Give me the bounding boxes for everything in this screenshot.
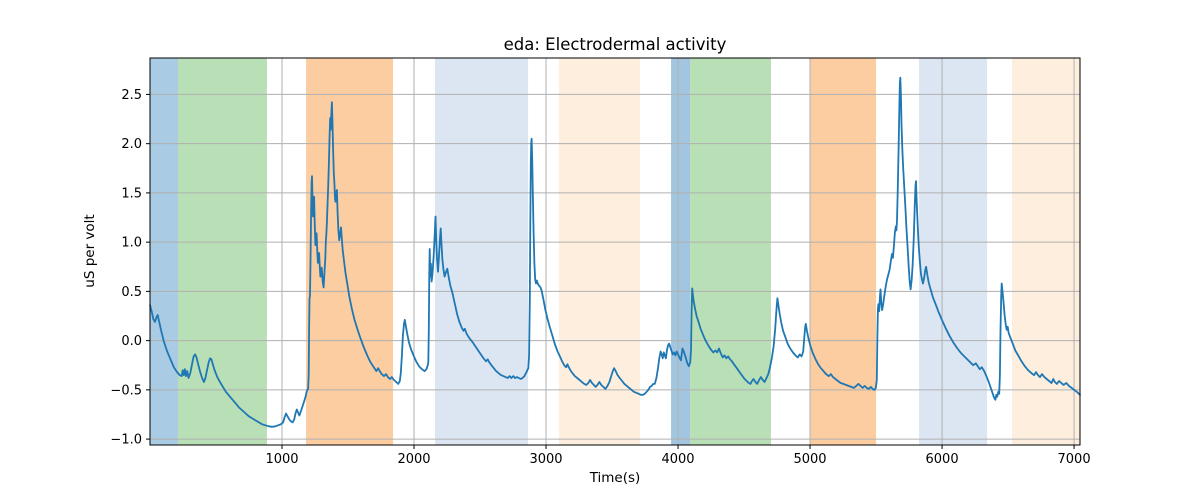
chart-title: eda: Electrodermal activity	[503, 35, 727, 54]
green-band	[690, 58, 771, 445]
y-tick-label: 2.5	[121, 88, 142, 103]
y-tick-label: 2.0	[121, 137, 142, 152]
x-axis-label: Time(s)	[589, 470, 641, 486]
green-band	[177, 58, 267, 445]
y-tick-label: −1.0	[110, 433, 142, 448]
light-orange-band	[1012, 58, 1080, 445]
y-axis-label: uS per volt	[82, 214, 98, 288]
x-tick-label: 1000	[265, 452, 298, 467]
light-blue-band	[919, 58, 988, 445]
blue-band	[671, 58, 691, 445]
x-tick-label: 4000	[661, 452, 694, 467]
blue-band	[150, 58, 178, 445]
x-tick-label: 2000	[397, 452, 430, 467]
y-tick-label: 0.5	[121, 285, 142, 300]
light-orange-band	[558, 58, 641, 445]
y-tick-label: 0.0	[121, 334, 142, 349]
orange-band	[810, 58, 877, 445]
light-blue-band	[435, 58, 529, 445]
y-tick-label: −0.5	[110, 383, 142, 398]
y-tick-label: 1.0	[121, 236, 142, 251]
y-tick-label: 1.5	[121, 186, 142, 201]
x-tick-label: 5000	[793, 452, 826, 467]
x-tick-label: 3000	[529, 452, 562, 467]
eda-line	[149, 76, 1081, 428]
x-tick-label: 7000	[1058, 452, 1091, 467]
orange-band	[306, 58, 394, 445]
x-tick-label: 6000	[926, 452, 959, 467]
plot-border	[149, 57, 1081, 446]
